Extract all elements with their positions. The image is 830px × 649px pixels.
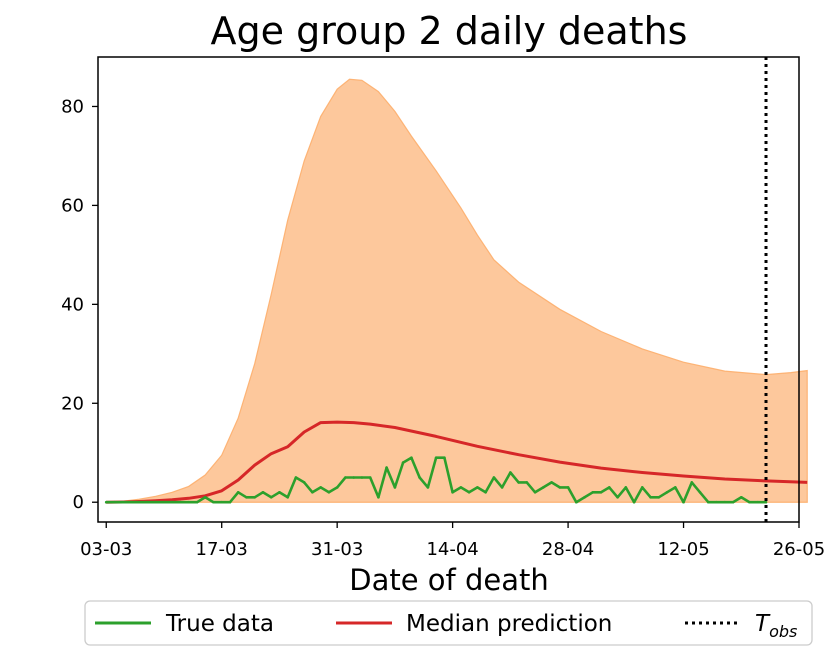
prediction-band xyxy=(106,78,808,503)
x-tick-label: 12-05 xyxy=(657,539,709,560)
y-tick-label: 40 xyxy=(61,294,84,315)
y-tick-label: 80 xyxy=(61,96,84,117)
legend-label-median-prediction: Median prediction xyxy=(406,611,612,637)
x-tick-label: 31-03 xyxy=(311,539,363,560)
x-tick-label: 03-03 xyxy=(80,539,132,560)
true-data-line xyxy=(106,456,766,504)
legend-label-true-data: True data xyxy=(165,611,274,637)
x-tick-label: 28-04 xyxy=(542,539,594,560)
x-axis: 03-03 17-03 31-03 14-04 28-04 12-05 26-05 xyxy=(80,522,825,560)
x-axis-label: Date of death xyxy=(349,563,548,597)
legend-box xyxy=(84,600,813,646)
legend: True data Median prediction Tobs xyxy=(84,600,813,646)
y-tick-label: 20 xyxy=(61,393,84,414)
median-prediction-line xyxy=(106,420,808,504)
chart-title: Age group 2 daily deaths xyxy=(211,9,688,53)
x-tick-label: 26-05 xyxy=(773,539,825,560)
x-tick-label: 14-04 xyxy=(426,539,478,560)
x-tick-label: 17-03 xyxy=(196,539,248,560)
y-tick-label: 0 xyxy=(73,492,84,513)
y-axis: 0 20 40 60 80 xyxy=(61,96,98,513)
plot-area-frame xyxy=(97,56,800,523)
legend-label-t-obs: Tobs xyxy=(755,611,797,641)
y-tick-label: 60 xyxy=(61,195,84,216)
